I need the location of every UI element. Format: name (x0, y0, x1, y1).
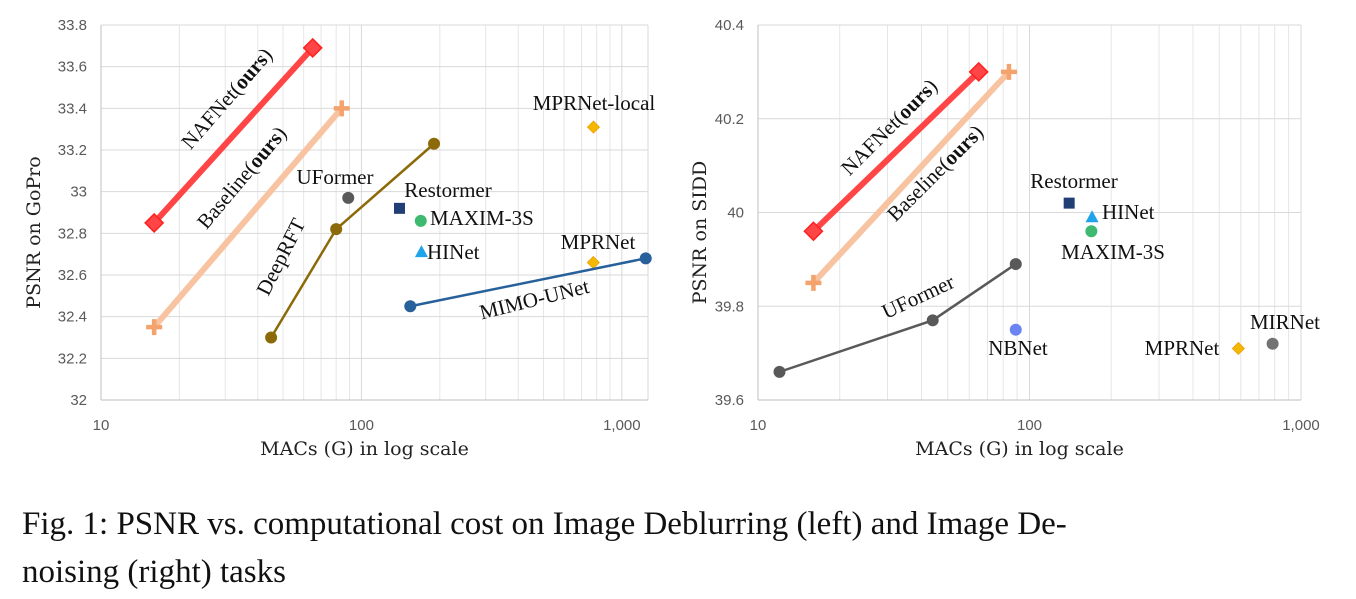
y-tick-label: 32 (70, 392, 87, 409)
y-tick-label: 32.2 (58, 350, 87, 367)
series-label: MAXIM-3S (430, 206, 534, 230)
series-nbnet: NBNet (988, 323, 1048, 360)
y-tick-label: 39.6 (715, 392, 744, 409)
x-tick-label: 10 (750, 417, 767, 434)
label-text: NAFNet( (836, 107, 909, 180)
series-label: HINet (1102, 200, 1155, 224)
circle-marker (639, 252, 652, 265)
series-restormer: Restormer (1030, 169, 1118, 209)
y-tick-label: 33.4 (58, 100, 87, 117)
series-line (151, 45, 315, 225)
y-tick-label: 40.2 (715, 111, 744, 128)
series-label: NBNet (988, 336, 1048, 360)
diamond-marker (1231, 341, 1245, 356)
series-mprnet-local: MPRNet-local (533, 91, 656, 134)
label-text: NAFNet( (176, 78, 246, 154)
x-tick-label: 100 (1017, 417, 1042, 434)
series-mprnet: MPRNet (561, 230, 636, 270)
y-tick-label: 39.8 (715, 298, 744, 315)
y-tick-label: 32.8 (58, 225, 87, 242)
series-label: HINet (427, 240, 480, 264)
plus-marker (333, 100, 350, 117)
series-label: Restormer (1030, 169, 1117, 193)
circle-marker (265, 331, 278, 344)
series-label: MAXIM-3S (1061, 240, 1165, 264)
y-tick-label: 40.4 (715, 17, 744, 34)
y-tick-label: 32.6 (58, 267, 87, 284)
series-label: UFormer (878, 270, 958, 324)
circle-marker (1085, 225, 1098, 238)
caption-line-2: noising (right) tasks (22, 554, 286, 590)
x-tick-label: 10 (93, 417, 110, 434)
y-tick-label: 33.8 (58, 17, 87, 34)
diamond-marker (803, 221, 824, 242)
diamond-marker (968, 61, 989, 82)
series-label: UFormer (297, 165, 374, 189)
circle-marker (1266, 337, 1279, 350)
square-marker (393, 202, 405, 214)
circle-marker (1009, 323, 1022, 336)
circle-marker (342, 191, 355, 204)
x-axis-label: MACs (G) in log scale (915, 438, 1124, 460)
series-restormer: Restormer (393, 178, 492, 214)
y-tick-label: 32.4 (58, 309, 87, 326)
series-label: MPRNet (1145, 336, 1220, 360)
series-label: MPRNet (561, 230, 636, 254)
series-line (811, 69, 1012, 285)
series-maxim-3s: MAXIM-3S (1061, 225, 1165, 264)
series-uformer: UFormer (297, 165, 374, 204)
x-tick-label: 1,000 (603, 417, 641, 434)
y-tick-label: 33.2 (58, 142, 87, 159)
series-label: Restormer (404, 178, 491, 202)
series-hinet: HINet (1085, 200, 1155, 224)
diamond-marker (586, 255, 600, 270)
circle-marker (926, 314, 939, 327)
series-mprnet: MPRNet (1145, 336, 1245, 360)
plus-marker (146, 319, 163, 336)
series-uformer: UFormer (773, 258, 1022, 378)
diamond-marker (586, 120, 601, 134)
plus-marker (1000, 63, 1017, 80)
y-tick-label: 40 (727, 205, 744, 222)
circle-marker (1009, 258, 1022, 271)
circle-marker (773, 365, 786, 378)
series-hinet: HINet (414, 240, 480, 264)
series-line (410, 257, 646, 308)
y-tick-label: 33 (70, 184, 87, 201)
circle-marker (414, 214, 427, 227)
circle-marker (330, 223, 343, 236)
y-axis-label: PSNR on GoPro (23, 156, 45, 308)
series-label: Baseline(ours) (882, 120, 988, 226)
x-tick-label: 1,000 (1282, 417, 1320, 434)
x-axis-label: MACs (G) in log scale (260, 438, 469, 460)
chart-denoising-sidd: 39.6 39.8 40 40.2 40.4 10 100 1,000 MACs (G) in … (689, 17, 1320, 460)
series-line (151, 106, 344, 330)
y-axis-label: PSNR on SIDD (689, 161, 711, 304)
square-marker (1063, 197, 1075, 209)
y-tick-label: 33.6 (58, 59, 87, 76)
series-label: MPRNet-local (533, 91, 656, 115)
x-tick-label: 100 (349, 417, 374, 434)
triangle-marker (414, 245, 428, 258)
label-text: Baseline( (882, 153, 955, 226)
triangle-marker (1085, 210, 1099, 223)
figure-caption: Fig. 1: PSNR vs. computational cost on I… (22, 500, 1067, 596)
diamond-marker (144, 212, 165, 233)
caption-line-1: Fig. 1: PSNR vs. computational cost on I… (22, 506, 1067, 542)
series-maxim-3s: MAXIM-3S (414, 206, 534, 230)
series-label: MIRNet (1250, 310, 1320, 334)
series-baseline-ours-: Baseline(ours) (146, 100, 350, 336)
chart-deblurring-gopro: 32 32.2 32.4 32.6 32.8 33 33.2 33.4 33.6 33.8 10 10… (23, 17, 655, 460)
circle-marker (428, 137, 441, 150)
series-line (811, 69, 981, 234)
plus-marker (805, 274, 822, 291)
circle-marker (404, 300, 417, 313)
figure-charts: 32 32.2 32.4 32.6 32.8 33 33.2 33.4 33.6 33.8 10 10… (23, 17, 1320, 460)
series-mirnet: MIRNet (1250, 310, 1320, 350)
diamond-marker (302, 37, 323, 58)
